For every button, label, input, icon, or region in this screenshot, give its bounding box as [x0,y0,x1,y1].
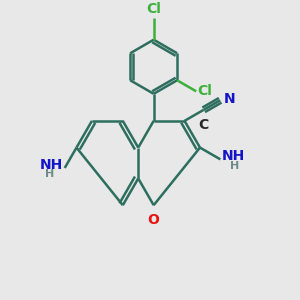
Text: Cl: Cl [198,84,212,98]
Text: Cl: Cl [146,2,161,16]
Text: NH: NH [222,149,245,164]
Text: N: N [224,92,236,106]
Text: C: C [199,118,209,132]
Text: NH: NH [40,158,63,172]
Text: H: H [230,161,240,171]
Text: H: H [45,169,55,179]
Text: O: O [148,213,160,227]
